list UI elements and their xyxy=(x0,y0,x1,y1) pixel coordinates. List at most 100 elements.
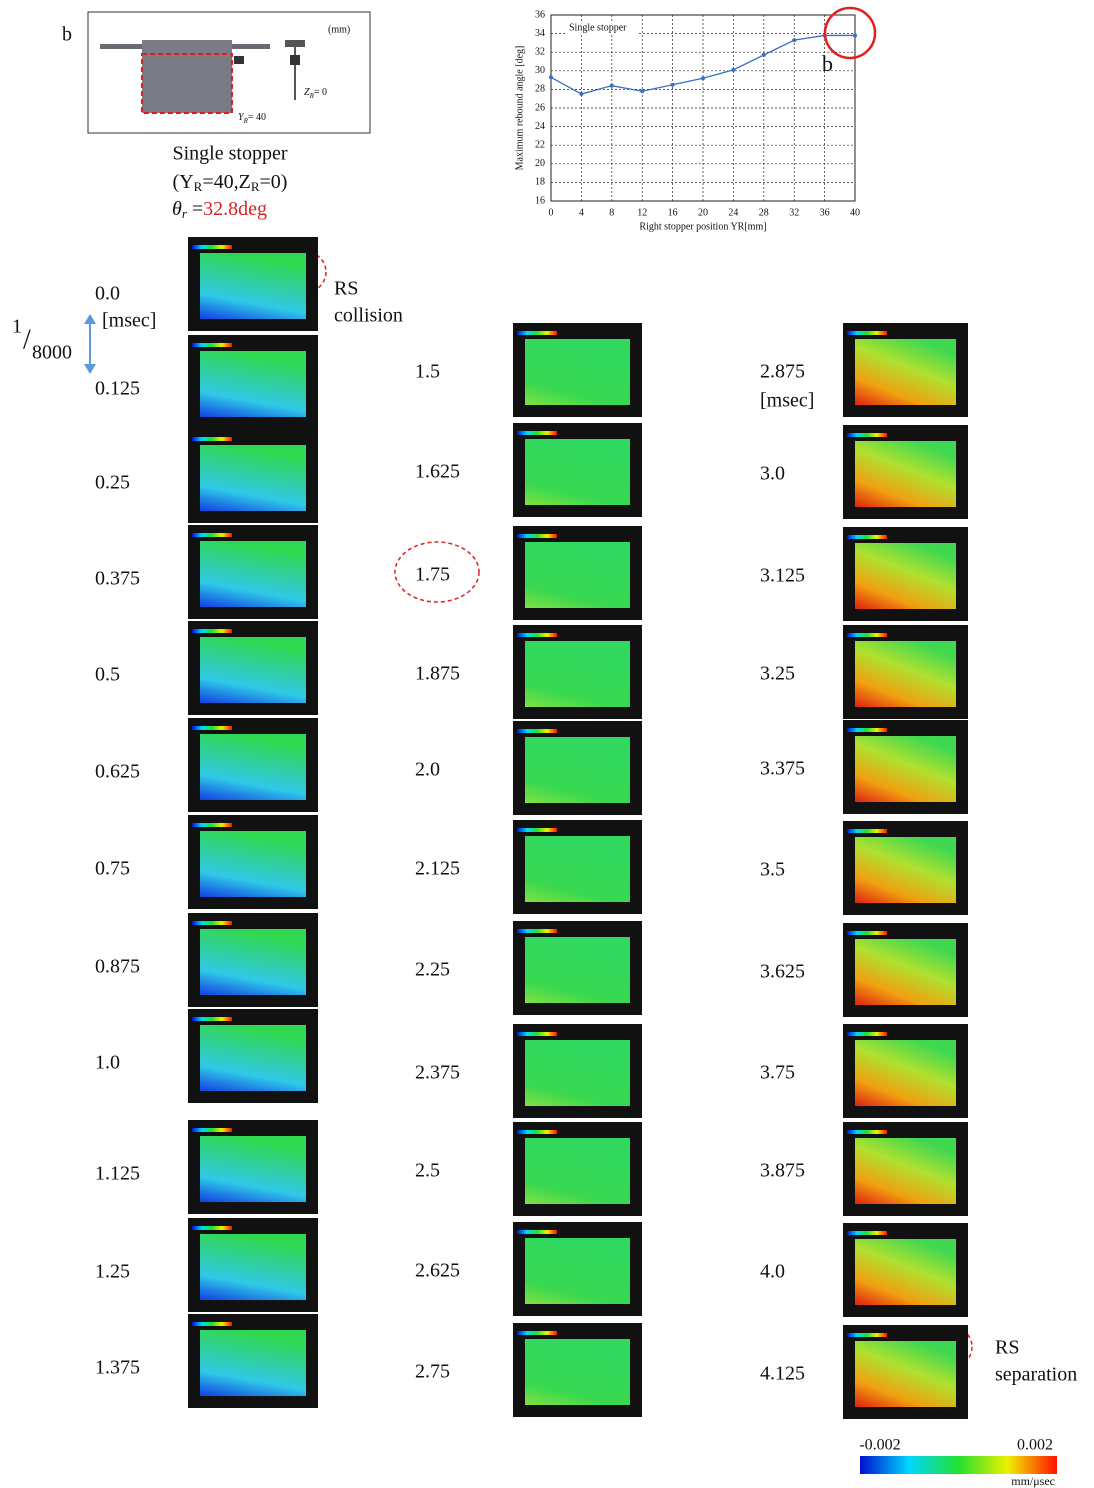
x-tick-label: 20 xyxy=(698,207,708,218)
x-tick-label: 32 xyxy=(789,207,799,218)
frame-colorbar xyxy=(517,534,557,538)
y-tick-label: 20 xyxy=(535,158,545,169)
x-tick-label: 28 xyxy=(759,207,769,218)
frame-field xyxy=(855,939,956,1005)
time-label: 4.125 xyxy=(760,1363,805,1385)
time-label: 2.875 xyxy=(760,361,805,383)
frame-field xyxy=(525,439,630,505)
y-tick-label: 16 xyxy=(535,195,545,206)
y-axis-label: Maximum rebound angle [deg] xyxy=(514,46,525,171)
frame-colorbar xyxy=(517,929,557,933)
frame-colorbar xyxy=(517,729,557,733)
frame-colorbar xyxy=(517,828,557,832)
time-label: 2.75 xyxy=(415,1361,450,1383)
frame-colorbar xyxy=(517,1331,557,1335)
frame-colorbar xyxy=(192,921,232,925)
frame-field xyxy=(855,1138,956,1204)
fraction-den: 8000 xyxy=(32,342,72,364)
colorbar xyxy=(860,1456,1057,1474)
frame-colorbar xyxy=(847,1032,887,1036)
frame-field xyxy=(855,441,956,507)
time-label: 0.75 xyxy=(95,858,130,880)
frame-colorbar xyxy=(847,633,887,637)
caption-params: (YR=40,ZR=0) xyxy=(173,171,288,194)
frame-colorbar xyxy=(517,1130,557,1134)
frame-field xyxy=(200,1136,306,1202)
time-label: 2.125 xyxy=(415,858,460,880)
frame-colorbar xyxy=(517,331,557,335)
frame-field xyxy=(855,1341,956,1407)
time-label: 2.25 xyxy=(415,959,450,981)
frame-colorbar xyxy=(192,1322,232,1326)
frame-field xyxy=(200,637,306,703)
colorbar-unit: mm/μsec xyxy=(1011,1474,1055,1488)
point xyxy=(579,92,583,96)
annotation: collision xyxy=(334,305,403,327)
stopper-head xyxy=(285,40,305,47)
frame-field xyxy=(525,1238,630,1304)
frame-field xyxy=(525,1339,630,1405)
time-label: 0.125 xyxy=(95,378,140,400)
x-tick-label: 12 xyxy=(637,207,647,218)
frame-colorbar xyxy=(847,331,887,335)
annotation: RS xyxy=(334,278,358,300)
frame-colorbar xyxy=(192,726,232,730)
unit-label: [msec] xyxy=(102,310,156,332)
frame-field xyxy=(200,445,306,511)
time-label: 1.375 xyxy=(95,1357,140,1379)
frame-colorbar xyxy=(192,245,232,249)
y-tick-label: 24 xyxy=(535,121,545,132)
annotation: separation xyxy=(995,1364,1077,1386)
frame-colorbar xyxy=(847,931,887,935)
frame-field xyxy=(525,1040,630,1106)
plate xyxy=(142,40,232,113)
frame-field xyxy=(855,641,956,707)
point xyxy=(610,84,614,88)
point xyxy=(731,68,735,72)
unit: (mm) xyxy=(328,24,350,35)
time-label: 0.5 xyxy=(95,664,120,686)
chart-annotation: Single stopper xyxy=(569,22,627,33)
frame-field xyxy=(525,542,630,608)
frame-field xyxy=(200,253,306,319)
time-label: 2.0 xyxy=(415,759,440,781)
point xyxy=(792,38,796,42)
frame-colorbar xyxy=(192,533,232,537)
time-label: 4.0 xyxy=(760,1261,785,1283)
highlight-label: b xyxy=(822,51,833,76)
x-axis-label: Right stopper position YR[mm] xyxy=(639,221,766,232)
frame-field xyxy=(525,737,630,803)
frame-colorbar xyxy=(517,1230,557,1234)
y-tick-label: 26 xyxy=(535,102,545,113)
y-tick-label: 30 xyxy=(535,65,545,76)
frame-colorbar xyxy=(847,728,887,732)
annotation: RS xyxy=(995,1337,1019,1359)
time-label: 1.0 xyxy=(95,1052,120,1074)
x-tick-label: 4 xyxy=(579,207,584,218)
frame-colorbar xyxy=(192,629,232,633)
y-tick-label: 22 xyxy=(535,139,545,150)
point xyxy=(853,33,857,37)
y-tick-label: 18 xyxy=(535,177,545,188)
point xyxy=(671,83,675,87)
fraction-num: 1 xyxy=(12,316,22,338)
time-label: 3.75 xyxy=(760,1062,795,1084)
frame-colorbar xyxy=(517,431,557,435)
colorbar-max: 0.002 xyxy=(1017,1437,1053,1454)
time-label: 3.5 xyxy=(760,859,785,881)
frame-field xyxy=(525,836,630,902)
x-tick-label: 16 xyxy=(668,207,678,218)
frame-colorbar xyxy=(847,829,887,833)
frame-colorbar xyxy=(192,823,232,827)
frame-field xyxy=(200,929,306,995)
frame-field xyxy=(525,339,630,405)
frame-field xyxy=(200,351,306,417)
frame-colorbar xyxy=(517,1032,557,1036)
frame-colorbar xyxy=(192,1128,232,1132)
point xyxy=(549,75,553,79)
frame-colorbar xyxy=(192,1017,232,1021)
frame-colorbar xyxy=(192,343,232,347)
frame-colorbar xyxy=(517,633,557,637)
time-label: 1.625 xyxy=(415,461,460,483)
frame-colorbar xyxy=(847,1231,887,1235)
